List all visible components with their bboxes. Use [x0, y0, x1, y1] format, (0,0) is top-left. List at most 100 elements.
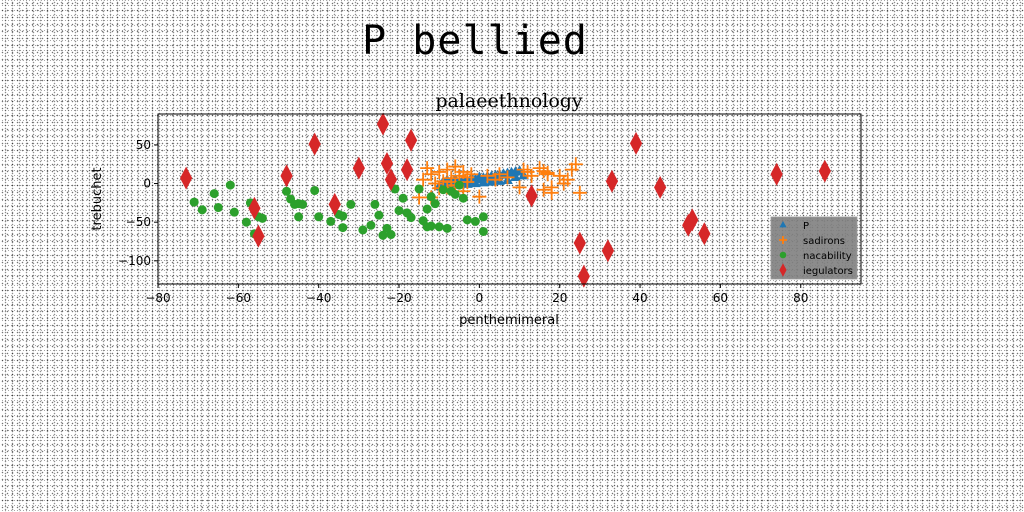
- legend-marker-sadirons: [779, 236, 787, 244]
- x-tick-label: 20: [552, 291, 567, 305]
- data-point-iegulators: [248, 196, 261, 220]
- data-point-nacability: [374, 210, 384, 220]
- data-point-iegulators: [376, 112, 390, 136]
- plot-area: [180, 112, 831, 288]
- data-point-sadirons: [448, 159, 463, 174]
- data-point-iegulators: [654, 175, 667, 199]
- data-point-iegulators: [525, 184, 538, 208]
- x-tick-label: −20: [386, 291, 411, 305]
- data-point-iegulators: [404, 128, 418, 152]
- data-point-sadirons: [424, 167, 439, 182]
- data-point-nacability: [430, 199, 440, 209]
- data-point-nacability: [241, 217, 251, 227]
- data-point-nacability: [326, 216, 336, 226]
- data-point-iegulators: [328, 192, 341, 216]
- y-tick-label: −100: [118, 254, 151, 268]
- data-point-nacability: [398, 193, 408, 203]
- data-point-sadirons: [460, 170, 475, 185]
- data-point-iegulators: [605, 169, 619, 193]
- y-axis: 50 0 −50 −100: [118, 138, 158, 268]
- data-point-nacability: [438, 185, 448, 195]
- data-point-iegulators: [629, 131, 643, 155]
- series-sadirons: [412, 157, 587, 205]
- legend-label-iegulators: iegulators: [803, 266, 853, 277]
- x-tick-label: 80: [793, 291, 808, 305]
- data-point-nacability: [426, 192, 436, 202]
- data-point-sadirons: [500, 170, 515, 185]
- y-axis-label: trebuchet: [90, 167, 105, 230]
- data-point-iegulators: [400, 158, 414, 182]
- data-point-nacability: [314, 212, 324, 222]
- legend-label-nacability: nacability: [803, 251, 852, 262]
- data-point-sadirons: [480, 168, 495, 183]
- data-point-nacability: [414, 184, 424, 194]
- data-point-nacability: [257, 213, 267, 223]
- data-point-sadirons: [544, 180, 559, 195]
- legend-marker-P: [779, 221, 787, 228]
- data-point-nacability: [442, 223, 452, 233]
- data-point-P: [473, 171, 485, 181]
- data-point-sadirons: [432, 164, 447, 179]
- data-point-nacability: [406, 213, 416, 223]
- data-point-iegulators: [573, 231, 586, 255]
- data-point-sadirons: [540, 167, 555, 182]
- figure-supertitle: P bellied: [362, 18, 588, 64]
- data-point-sadirons: [472, 189, 487, 204]
- data-point-nacability: [386, 230, 396, 240]
- data-point-iegulators: [380, 151, 394, 175]
- data-point-nacability: [225, 180, 235, 190]
- data-point-sadirons: [444, 175, 459, 189]
- data-point-iegulators: [686, 208, 699, 232]
- legend-label-sadirons: sadirons: [803, 236, 845, 247]
- chart-title: palaeethnology: [435, 90, 583, 112]
- plot-frame: [157, 113, 862, 285]
- data-point-nacability: [346, 199, 356, 209]
- data-point-iegulators: [252, 224, 265, 248]
- legend-marker-nacability: [779, 251, 787, 259]
- data-point-sadirons: [512, 180, 527, 195]
- data-point-nacability: [358, 225, 368, 235]
- data-point-nacability: [434, 222, 444, 232]
- data-point-nacability: [338, 223, 348, 233]
- data-point-sadirons: [568, 157, 583, 172]
- data-point-nacability: [426, 221, 436, 231]
- data-point-nacability: [366, 220, 376, 230]
- data-point-iegulators: [577, 264, 590, 288]
- data-point-nacability: [378, 230, 388, 240]
- series-iegulators: [180, 112, 831, 288]
- data-point-iegulators: [180, 166, 193, 190]
- data-point-sadirons: [440, 162, 455, 177]
- data-point-nacability: [197, 205, 207, 215]
- data-point-nacability: [310, 185, 320, 196]
- data-point-iegulators: [770, 162, 783, 186]
- data-point-iegulators: [280, 164, 293, 188]
- data-point-nacability: [229, 207, 239, 217]
- data-point-iegulators: [384, 168, 398, 192]
- data-point-nacability: [298, 199, 308, 209]
- x-tick-label: −60: [226, 291, 251, 305]
- series-nacability: [189, 180, 488, 240]
- data-point-nacability: [294, 212, 304, 222]
- data-point-nacability: [450, 189, 460, 199]
- data-point-nacability: [209, 189, 219, 199]
- data-point-nacability: [394, 206, 404, 216]
- data-point-iegulators: [308, 132, 321, 156]
- data-point-nacability: [454, 180, 464, 190]
- x-axis: −80 −60 −40 −20 0 20 40 60 80: [145, 284, 808, 305]
- data-point-nacability: [422, 204, 432, 214]
- data-point-sadirons: [536, 182, 551, 197]
- data-point-nacability: [458, 193, 468, 203]
- y-tick-label: 0: [143, 177, 151, 191]
- data-point-sadirons: [552, 168, 567, 183]
- data-point-nacability: [470, 216, 480, 226]
- data-point-nacability: [370, 199, 380, 209]
- data-point-nacability: [189, 197, 199, 207]
- x-tick-label: −80: [145, 291, 170, 305]
- data-point-nacability: [338, 211, 348, 221]
- legend-label-P: P: [803, 221, 809, 232]
- x-tick-label: −40: [306, 291, 331, 305]
- data-point-sadirons: [488, 172, 503, 187]
- data-point-P: [477, 176, 489, 187]
